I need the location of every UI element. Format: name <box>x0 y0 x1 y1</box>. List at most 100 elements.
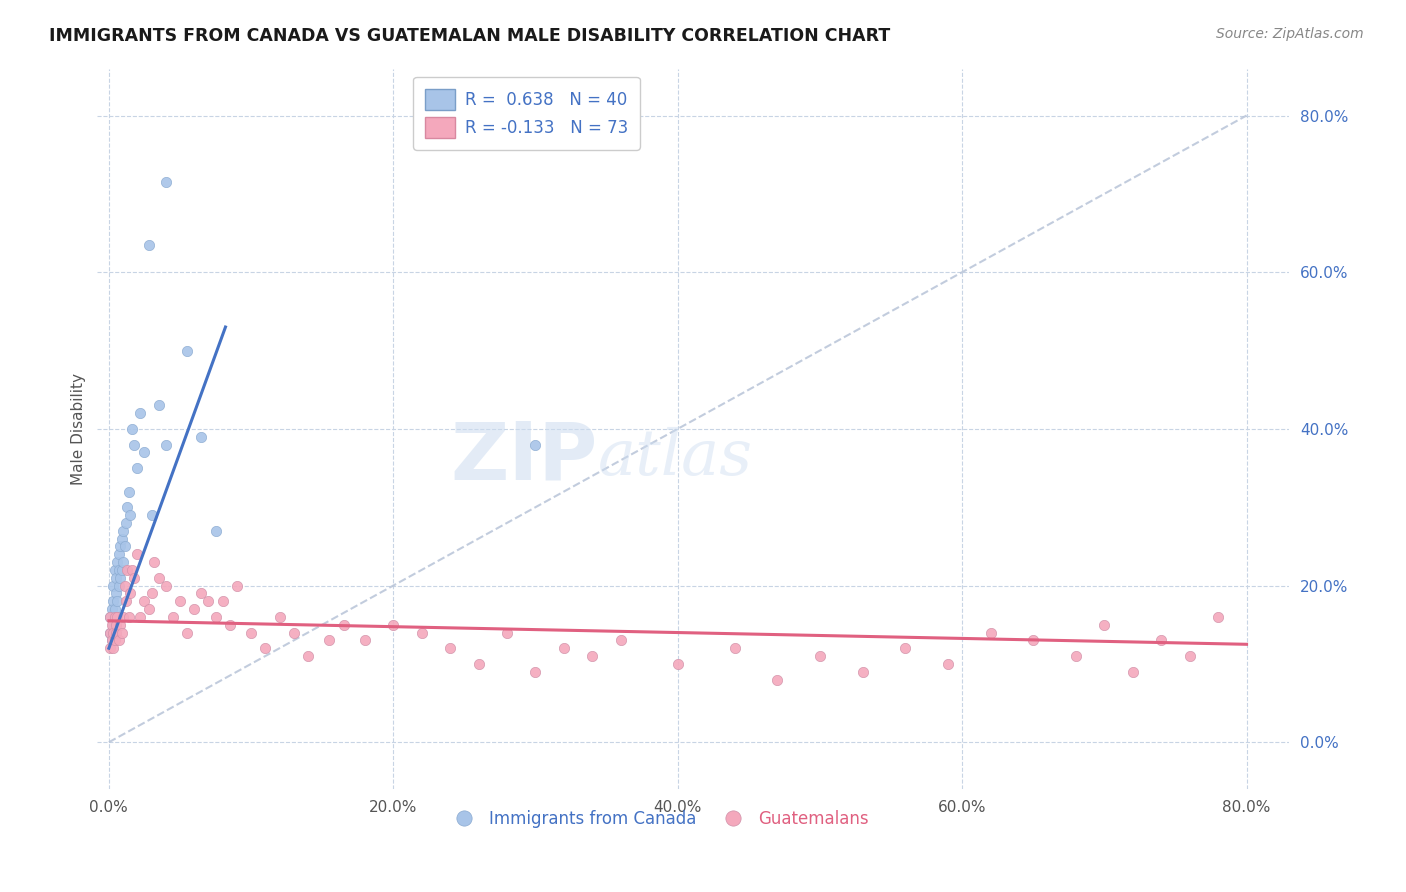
Point <box>114 540 136 554</box>
Point <box>103 633 125 648</box>
Point <box>524 665 547 679</box>
Point <box>225 578 247 592</box>
Point <box>666 657 689 671</box>
Point <box>211 594 233 608</box>
Point <box>105 555 128 569</box>
Point <box>98 610 121 624</box>
Point <box>190 586 212 600</box>
Point <box>121 563 143 577</box>
Point <box>254 641 277 656</box>
Point <box>117 563 139 577</box>
Point <box>100 602 122 616</box>
Point <box>138 602 160 616</box>
Point <box>124 571 146 585</box>
Point <box>467 657 489 671</box>
Point <box>155 578 177 592</box>
Point <box>318 633 340 648</box>
Point <box>382 617 405 632</box>
Point <box>118 484 141 499</box>
Point <box>553 641 575 656</box>
Point <box>103 563 125 577</box>
Point <box>155 175 177 189</box>
Point <box>297 648 319 663</box>
Point <box>353 633 375 648</box>
Point <box>101 617 124 632</box>
Point <box>332 617 354 632</box>
Point <box>110 617 132 632</box>
Point <box>218 617 240 632</box>
Point <box>98 625 121 640</box>
Point <box>115 516 138 530</box>
Point <box>100 633 122 648</box>
Point <box>104 586 127 600</box>
Point <box>1150 633 1173 648</box>
Point <box>112 555 135 569</box>
Text: atlas: atlas <box>598 427 754 489</box>
Point <box>110 540 132 554</box>
Point <box>723 641 745 656</box>
Point <box>610 633 633 648</box>
Point <box>100 617 122 632</box>
Point <box>1064 648 1087 663</box>
Point <box>204 610 226 624</box>
Point <box>120 586 142 600</box>
Point <box>1022 633 1045 648</box>
Point <box>766 673 789 687</box>
Point <box>101 641 124 656</box>
Point <box>524 437 547 451</box>
Point <box>111 563 134 577</box>
Point <box>283 625 305 640</box>
Point <box>108 633 131 648</box>
Point <box>183 602 205 616</box>
Point <box>894 641 917 656</box>
Point <box>169 594 191 608</box>
Y-axis label: Male Disability: Male Disability <box>72 373 86 485</box>
Point <box>127 547 149 561</box>
Point <box>101 625 124 640</box>
Point <box>496 625 519 640</box>
Point <box>104 625 127 640</box>
Point <box>108 547 131 561</box>
Point <box>104 571 127 585</box>
Point <box>127 461 149 475</box>
Point <box>105 594 128 608</box>
Point <box>581 648 603 663</box>
Point <box>101 578 124 592</box>
Point <box>98 641 121 656</box>
Point <box>148 398 170 412</box>
Point <box>104 617 127 632</box>
Point <box>240 625 263 640</box>
Point <box>103 610 125 624</box>
Point <box>134 594 156 608</box>
Text: ZIP: ZIP <box>451 418 598 497</box>
Point <box>176 625 198 640</box>
Point <box>1206 610 1229 624</box>
Point <box>118 610 141 624</box>
Point <box>197 594 219 608</box>
Point <box>411 625 433 640</box>
Point <box>105 610 128 624</box>
Point <box>129 406 152 420</box>
Point <box>114 578 136 592</box>
Point <box>141 586 163 600</box>
Point <box>980 625 1002 640</box>
Point <box>120 508 142 522</box>
Point <box>108 563 131 577</box>
Point <box>117 500 139 515</box>
Point <box>129 610 152 624</box>
Point <box>1178 648 1201 663</box>
Point <box>138 237 160 252</box>
Point <box>98 625 121 640</box>
Point <box>1092 617 1115 632</box>
Point <box>101 594 124 608</box>
Legend: Immigrants from Canada, Guatemalans: Immigrants from Canada, Guatemalans <box>440 804 875 835</box>
Text: IMMIGRANTS FROM CANADA VS GUATEMALAN MALE DISABILITY CORRELATION CHART: IMMIGRANTS FROM CANADA VS GUATEMALAN MAL… <box>49 27 890 45</box>
Point <box>110 571 132 585</box>
Text: Source: ZipAtlas.com: Source: ZipAtlas.com <box>1216 27 1364 41</box>
Point <box>936 657 959 671</box>
Point <box>108 578 131 592</box>
Point <box>155 437 177 451</box>
Point <box>162 610 184 624</box>
Point <box>141 508 163 522</box>
Point <box>143 555 166 569</box>
